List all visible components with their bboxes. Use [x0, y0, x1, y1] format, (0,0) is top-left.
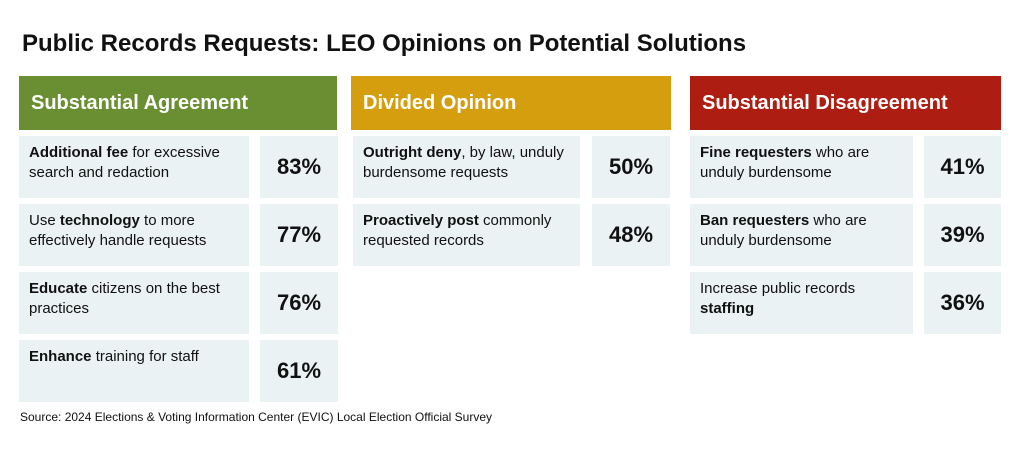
divided-column: Divided Opinion Outright deny, by law, u… — [351, 76, 671, 266]
table-row: Educate citizens on the best practices 7… — [19, 272, 338, 334]
table-row: Enhance training for staff 61% — [19, 340, 338, 402]
solution-text: Educate citizens on the best practices — [19, 272, 249, 334]
divided-header: Divided Opinion — [351, 76, 671, 130]
percent-value: 61% — [260, 340, 338, 402]
percent-value: 50% — [592, 136, 670, 198]
agreement-header: Substantial Agreement — [19, 76, 337, 130]
solution-text: Fine requesters who are unduly burdensom… — [690, 136, 913, 198]
solution-text: Increase public records staffing — [690, 272, 913, 334]
solution-text: Outright deny, by law, unduly burdensome… — [353, 136, 580, 198]
solution-text: Additional fee for excessive search and … — [19, 136, 249, 198]
percent-value: 77% — [260, 204, 338, 266]
solution-text: Ban requesters who are unduly burdensome — [690, 204, 913, 266]
table-row: Proactively post commonly requested reco… — [351, 204, 671, 266]
table-row: Ban requesters who are unduly burdensome… — [690, 204, 1001, 266]
agreement-column: Substantial Agreement Additional fee for… — [19, 76, 338, 402]
percent-value: 48% — [592, 204, 670, 266]
percent-value: 76% — [260, 272, 338, 334]
table-row: Outright deny, by law, unduly burdensome… — [351, 136, 671, 198]
percent-value: 83% — [260, 136, 338, 198]
table-row: Increase public records staffing 36% — [690, 272, 1001, 334]
solution-text: Enhance training for staff — [19, 340, 249, 402]
source-note: Source: 2024 Elections & Voting Informat… — [20, 410, 493, 424]
table-row: Use technology to more effectively handl… — [19, 204, 338, 266]
percent-value: 36% — [924, 272, 1001, 334]
percent-value: 41% — [924, 136, 1001, 198]
disagreement-column: Substantial Disagreement Fine requesters… — [690, 76, 1001, 334]
chart-title: Public Records Requests: LEO Opinions on… — [22, 30, 747, 57]
table-row: Fine requesters who are unduly burdensom… — [690, 136, 1001, 198]
disagreement-header: Substantial Disagreement — [690, 76, 1001, 130]
solution-text: Use technology to more effectively handl… — [19, 204, 249, 266]
percent-value: 39% — [924, 204, 1001, 266]
solution-text: Proactively post commonly requested reco… — [353, 204, 580, 266]
table-row: Additional fee for excessive search and … — [19, 136, 338, 198]
